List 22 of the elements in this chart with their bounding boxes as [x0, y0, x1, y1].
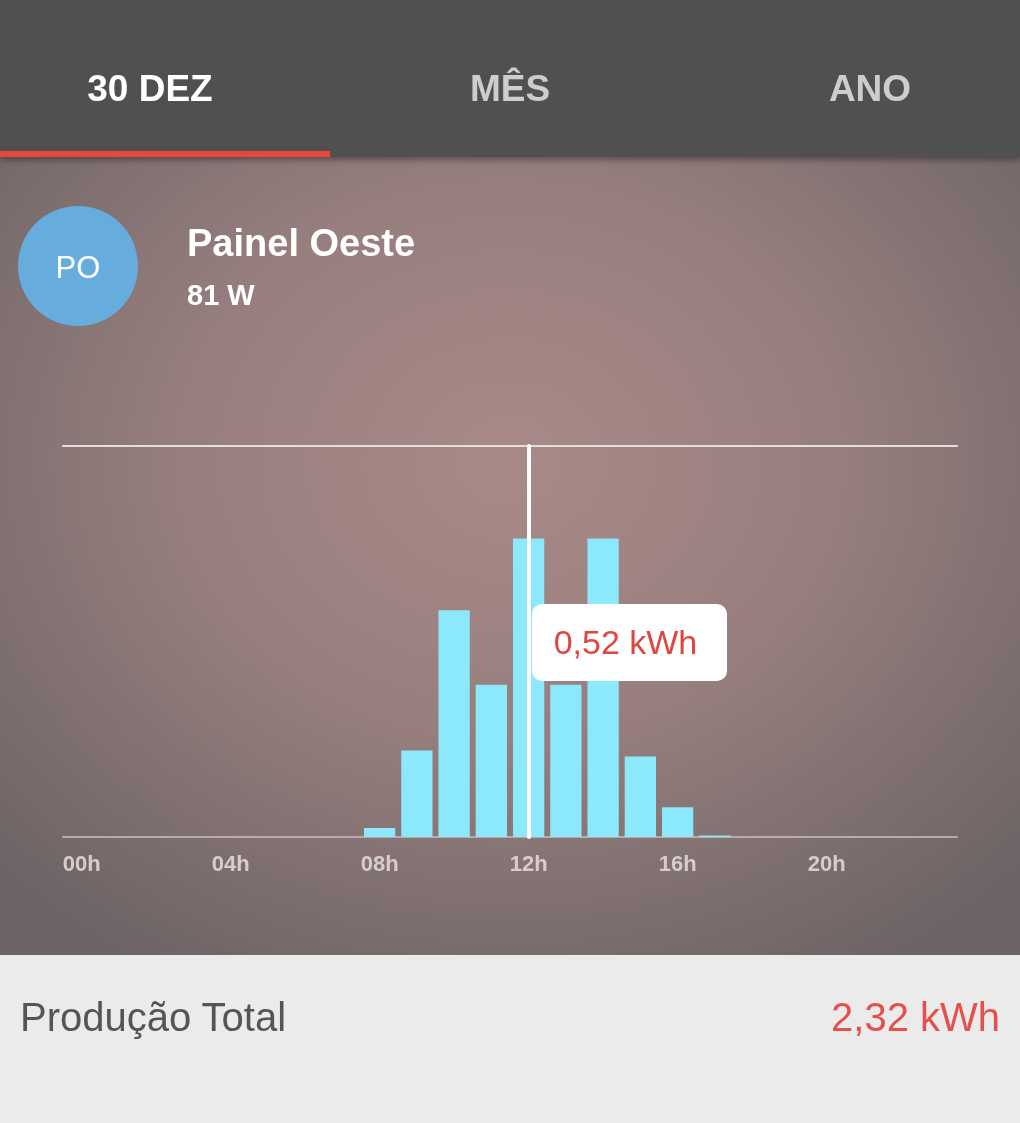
bar	[401, 750, 433, 837]
x-tick-label: 20h	[807, 850, 846, 876]
text: 30 DEZ	[87, 67, 213, 111]
text: Produção Total	[20, 994, 287, 1040]
chart-subtitle: 81 W	[187, 279, 255, 312]
x-tick-label: 16h	[658, 850, 697, 876]
bar	[363, 828, 396, 837]
ref-line-label: 0,52 kWh	[531, 604, 728, 682]
x-tick-label: 00h	[62, 850, 101, 876]
x-tick-label: 08h	[360, 850, 399, 876]
bar	[475, 684, 508, 837]
text: PO	[55, 250, 101, 286]
text: MÊS	[469, 66, 551, 111]
text: ANO	[828, 67, 912, 111]
bar	[624, 756, 657, 837]
chart-title: Painel Oeste	[187, 222, 416, 265]
bar	[438, 610, 470, 837]
bar	[661, 807, 694, 837]
x-tick-label: 04h	[211, 850, 250, 876]
text: 2,32 kWh	[831, 994, 1000, 1040]
x-tick-label: 12h	[509, 850, 548, 876]
bar	[550, 684, 582, 837]
